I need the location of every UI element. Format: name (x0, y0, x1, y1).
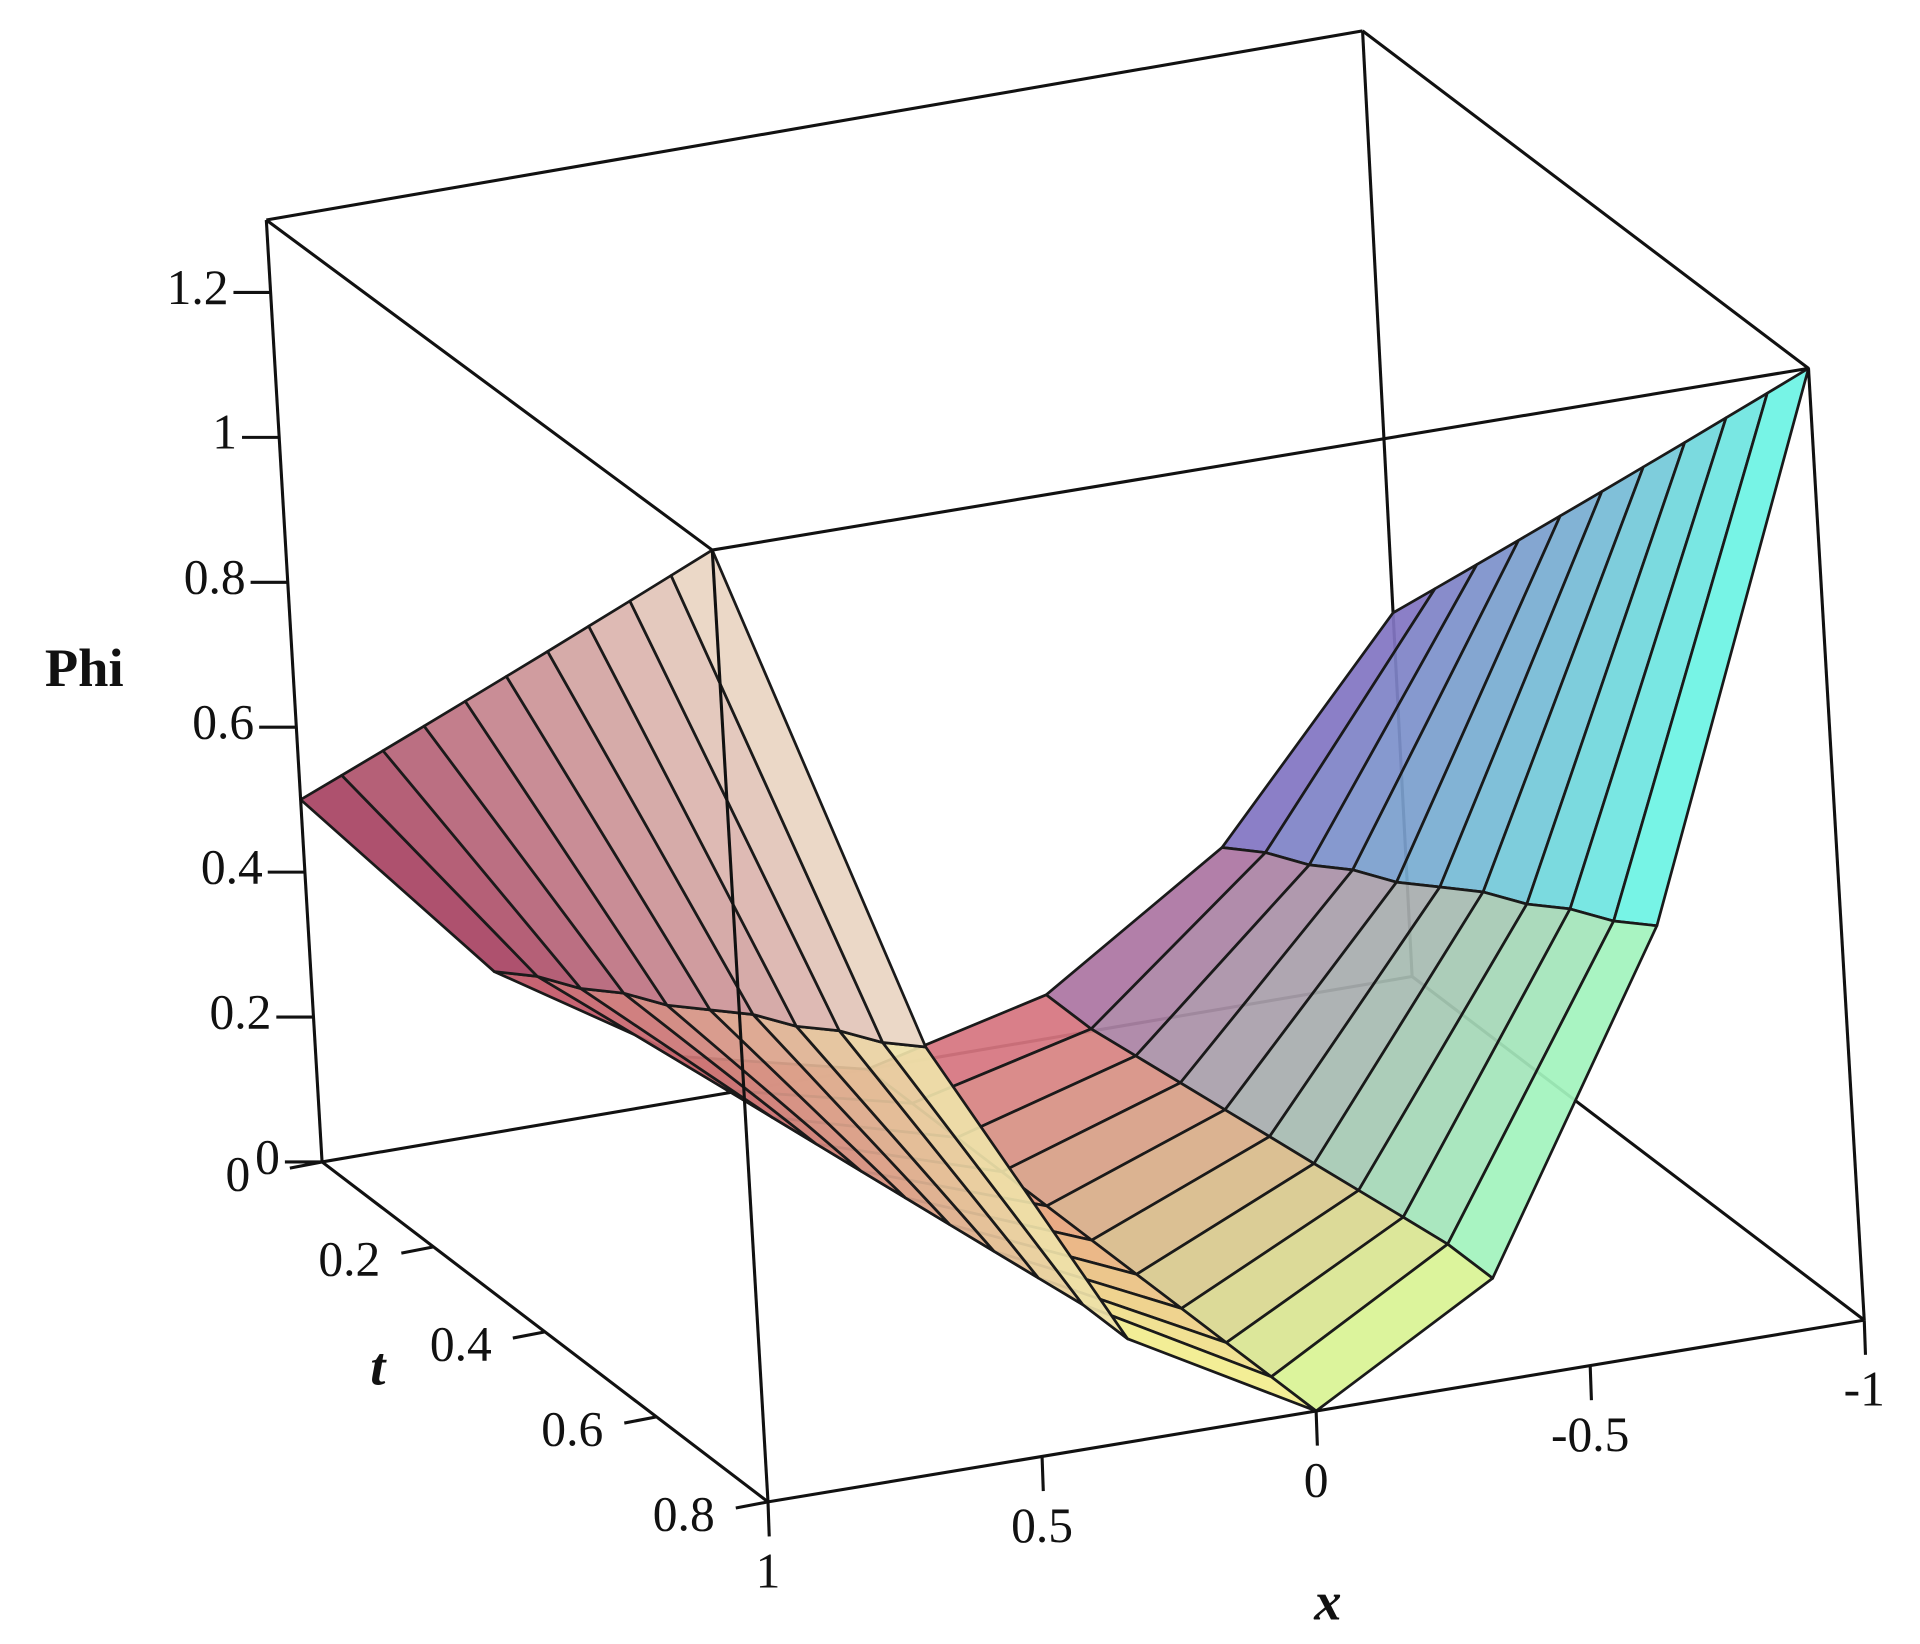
z-tick-label: 0.6 (192, 695, 254, 750)
x-tick-label: 0.5 (1011, 1498, 1073, 1553)
z-tick-label: 0.8 (184, 550, 246, 605)
y-tick (401, 1245, 434, 1255)
box-edge (265, 218, 714, 552)
x-axis-label: x (1313, 1570, 1341, 1631)
box-edge (710, 549, 770, 1502)
y-tick (735, 1500, 769, 1510)
z-tick-label: 1 (212, 405, 237, 460)
y-axis-label: t (370, 1336, 387, 1397)
x-tick-label: 0 (1304, 1453, 1329, 1508)
surface (299, 366, 1810, 1413)
y-tick-label: 0.4 (430, 1317, 492, 1372)
y-tick (624, 1415, 657, 1425)
y-tick-label: 0.2 (318, 1232, 380, 1287)
x-tick (1314, 1410, 1319, 1446)
x-tick-label: 1 (756, 1543, 781, 1598)
x-tick (766, 1501, 771, 1537)
z-tick-label: 0.4 (201, 840, 263, 895)
x-tick (1862, 1320, 1868, 1355)
x-tick-label: -0.5 (1551, 1407, 1629, 1462)
z-tick-label: 0.2 (209, 984, 271, 1039)
x-tick (1588, 1365, 1593, 1401)
box-edge (266, 29, 1363, 222)
plot: -1 -0.5 0 0.5 1 0 0.2 0.4 0.6 0.8 0 0.2 0.4 0.6 0.8 1 1.… (45, 29, 1885, 1631)
box-edge (1361, 29, 1810, 370)
y-tick-label: 0.8 (653, 1487, 715, 1542)
box-edge (264, 219, 324, 1163)
y-tick (512, 1330, 546, 1340)
z-tick-label: 1.2 (167, 260, 229, 315)
y-tick-label: 0 (225, 1147, 250, 1202)
z-tick-label: 0 (255, 1129, 280, 1184)
box-edge (711, 366, 1809, 552)
x-tick (1040, 1456, 1045, 1492)
y-tick-label: 0.6 (541, 1402, 603, 1457)
axes: -1 -0.5 0 0.5 1 0 0.2 0.4 0.6 0.8 0 0.2 0.4 0.6 0.8 1 1.… (167, 260, 1885, 1598)
box-edge (1806, 368, 1866, 1321)
z-axis-label: Phi (45, 637, 124, 698)
x-tick-label: -1 (1844, 1362, 1885, 1417)
